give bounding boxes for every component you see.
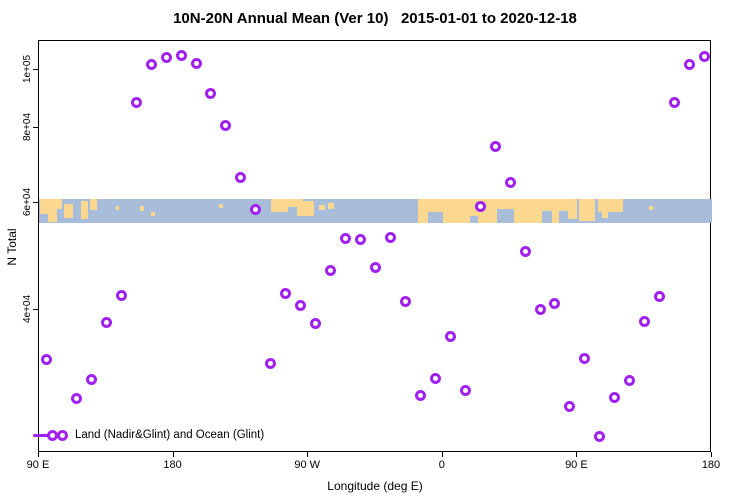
data-point: [340, 232, 352, 244]
land-shape: [296, 201, 314, 217]
data-point: [654, 291, 666, 303]
land-shape: [597, 198, 624, 213]
ocean-notch: [427, 212, 444, 223]
y-tick: [33, 126, 38, 128]
x-tick-label: 180: [701, 459, 721, 471]
data-point: [414, 390, 426, 402]
x-tick-label: 90 E: [565, 459, 588, 471]
x-tick: [172, 452, 174, 457]
y-tick: [33, 308, 38, 310]
data-point: [370, 262, 381, 274]
data-point: [220, 120, 232, 132]
land-shape: [63, 203, 74, 219]
land-shape: [41, 198, 62, 210]
data-point: [609, 391, 621, 403]
data-point: [594, 431, 606, 443]
data-point: [250, 203, 262, 215]
data-point: [265, 358, 277, 370]
x-tick-label: 180: [163, 459, 182, 471]
data-point: [444, 330, 456, 342]
land-shape: [281, 198, 304, 208]
land-shape: [90, 198, 97, 210]
x-tick: [711, 452, 712, 457]
data-point: [519, 246, 531, 258]
land-shape: [328, 203, 334, 209]
data-point: [205, 88, 217, 100]
chart-title: 10N-20N Annual Mean (Ver 10) 2015-01-01 …: [173, 10, 577, 27]
data-point: [399, 296, 411, 308]
data-point: [115, 289, 127, 301]
y-tick: [33, 202, 38, 204]
data-point: [699, 51, 711, 63]
data-point: [100, 317, 112, 329]
x-axis-title: Longitude (deg E): [327, 479, 423, 493]
data-point: [40, 354, 52, 366]
data-point: [384, 231, 396, 243]
land-shape: [139, 206, 144, 211]
ocean-notch: [496, 208, 515, 223]
land-shape: [115, 206, 120, 210]
land-shape: [601, 212, 609, 219]
land-shape: [567, 210, 577, 220]
ocean-notch: [542, 210, 552, 223]
x-tick-label: 90 E: [26, 459, 50, 471]
y-tick-label: 6e+04: [22, 188, 33, 217]
data-point: [70, 392, 82, 404]
land-shape: [648, 205, 654, 210]
data-point: [85, 374, 97, 386]
x-tick-label: 90 W: [294, 459, 321, 471]
map-band: [39, 198, 712, 223]
legend-point-marker-icon: [47, 430, 58, 441]
data-point: [579, 352, 591, 364]
y-tick-label: 8e+04: [22, 112, 33, 141]
data-point: [549, 298, 561, 310]
land-shape: [318, 204, 325, 211]
y-axis-title: N Total: [5, 228, 19, 266]
data-point: [639, 316, 651, 328]
x-tick-label: 0: [438, 459, 445, 471]
data-point: [310, 318, 322, 330]
land-shape: [561, 198, 577, 211]
y-tick-label: 1e+05: [22, 54, 33, 83]
data-point: [474, 200, 486, 212]
data-point: [504, 176, 516, 188]
legend-label: Land (Nadir&Glint) and Ocean (Glint): [75, 429, 265, 441]
land-shape: [47, 209, 58, 222]
land-shape: [219, 203, 224, 209]
data-point: [160, 51, 172, 63]
data-point: [624, 375, 636, 387]
data-point: [534, 304, 546, 315]
x-tick: [441, 452, 443, 457]
data-point: [684, 58, 696, 70]
data-point: [325, 265, 337, 277]
data-point: [130, 96, 142, 108]
x-tick: [38, 452, 39, 457]
x-tick: [307, 452, 309, 457]
data-point: [489, 141, 501, 153]
ocean-notch: [469, 215, 478, 223]
land-shape: [80, 200, 89, 220]
data-point: [429, 373, 441, 385]
land-shape: [579, 198, 595, 221]
data-point: [280, 288, 292, 300]
data-point: [669, 96, 681, 108]
data-point: [295, 300, 307, 312]
data-point: [145, 58, 157, 70]
data-point: [175, 49, 187, 61]
ocean-notch: [559, 210, 568, 223]
plot-area: [38, 40, 712, 452]
data-point: [564, 401, 576, 413]
land-shape: [150, 212, 155, 217]
data-point: [190, 58, 202, 70]
data-point: [235, 172, 247, 184]
x-tick: [576, 452, 578, 457]
y-tick-label: 4e+04: [22, 294, 33, 323]
data-point: [355, 234, 367, 246]
legend-point-marker-icon: [57, 430, 68, 441]
y-tick: [33, 68, 38, 70]
data-point: [459, 384, 471, 396]
